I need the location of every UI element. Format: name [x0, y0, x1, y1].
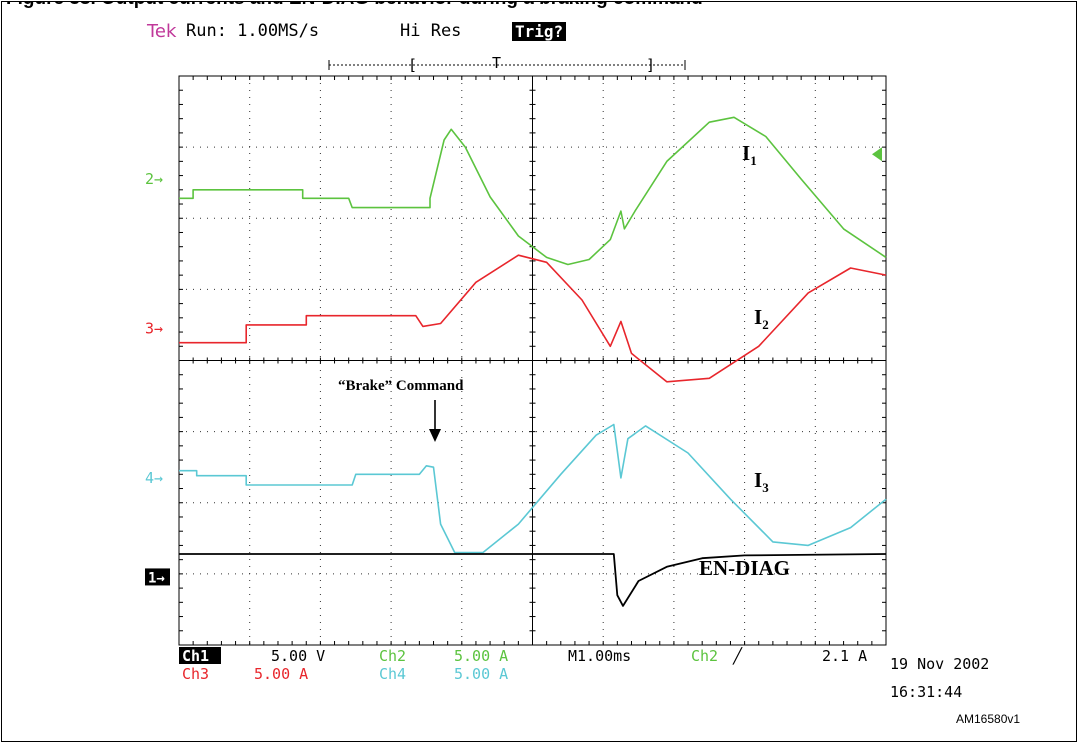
timebase: M1.00ms: [568, 647, 631, 665]
ch1-label: Ch1: [182, 647, 209, 665]
figure-id: AM16580v1: [956, 712, 1020, 726]
ch1-label-box: [179, 647, 221, 664]
capture-time: 16:31:44: [890, 683, 962, 701]
trace-ch3: [179, 254, 887, 383]
trigger-position-bar: [ T ]: [328, 54, 686, 74]
trigger-marker: T: [492, 54, 501, 72]
ch1-level-marker-box: [145, 568, 170, 586]
trigger-level-arrow-icon: [872, 147, 882, 162]
graticule: [178, 75, 887, 646]
trigger-status: Trig?: [512, 22, 567, 41]
brake-arrow-head: [429, 429, 441, 442]
ch1-level-marker: 1→: [148, 570, 165, 586]
ch3-scale: 5.00 A: [254, 665, 308, 683]
i2-label: I2: [754, 305, 769, 332]
traces: [179, 116, 887, 607]
ch3-level-marker: 3→: [145, 319, 163, 337]
ch4-scale: 5.00 A: [454, 665, 508, 683]
en-diag-label: EN-DIAG: [699, 556, 790, 580]
ch2-level-marker: 2→: [145, 170, 163, 188]
brake-command-label: “Brake” Command: [338, 378, 464, 394]
i1-label: I1: [742, 141, 757, 168]
channel-markers: 1→ 2→ 3→ 4→: [145, 147, 882, 586]
ch4-label: Ch4: [379, 665, 406, 683]
annotations: “Brake” Command I1 I2 I3 EN-DIAG: [338, 141, 790, 580]
run-status: Run: 1.00MS/s: [186, 21, 320, 41]
ch2-scale: 5.00 A: [454, 647, 508, 665]
readout-footer: Ch1 5.00 V Ch2 5.00 A Ch3 5.00 A Ch4 5.0…: [179, 647, 1020, 726]
trace-ch1: [179, 553, 887, 607]
trigger-slope-icon: ╱: [732, 647, 743, 665]
ch2-label: Ch2: [379, 647, 406, 665]
ch1-scale: 5.00 V: [271, 647, 325, 665]
capture-date: 19 Nov 2002: [890, 655, 989, 673]
figure-caption: Figure 38. Output currents and EN-DIAG b…: [6, 2, 703, 10]
trigger-level: 2.1 A: [822, 647, 867, 665]
trace-ch2: [179, 116, 887, 266]
trace-ch4: [179, 423, 887, 554]
i3-label: I3: [754, 468, 769, 495]
brand-label: Tek: [147, 21, 177, 42]
ch4-level-marker: 4→: [145, 469, 163, 487]
acquisition-mode: Hi Res: [400, 21, 462, 41]
ch3-label: Ch3: [182, 665, 209, 683]
trigger-source: Ch2: [691, 647, 718, 665]
trigger-bracket-left: [: [408, 56, 417, 74]
trigger-bracket-right: ]: [646, 56, 655, 74]
